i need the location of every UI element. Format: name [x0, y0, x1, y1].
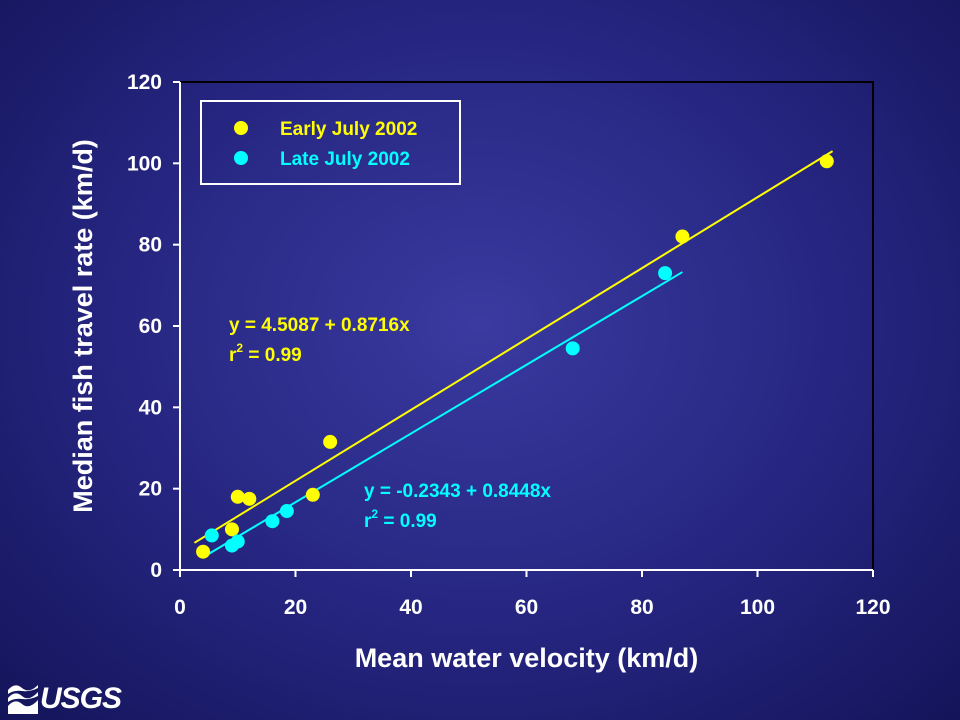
y-tick-label: 0 — [150, 559, 162, 582]
x-tick-label: 100 — [740, 596, 775, 619]
data-point-series-2 — [230, 534, 245, 549]
data-point-series-1 — [675, 229, 690, 244]
data-point-series-1 — [230, 489, 245, 504]
data-point-series-2 — [658, 266, 673, 281]
data-point-series-1 — [242, 491, 257, 506]
y-axis-title: Median fish travel rate (km/d) — [68, 139, 98, 513]
legend-label: Late July 2002 — [280, 149, 410, 170]
x-axis-title: Mean water velocity (km/d) — [355, 643, 699, 673]
legend-marker — [234, 121, 248, 135]
legend-box — [200, 100, 461, 185]
usgs-wave-icon — [8, 685, 38, 714]
y-tick-label: 100 — [127, 152, 162, 175]
data-points — [196, 154, 834, 559]
data-point-series-2 — [565, 341, 580, 356]
fit-equations: y = 4.5087 + 0.8716x r2 = 0.99 y = -0.2343… — [229, 315, 551, 532]
data-point-series-2 — [204, 528, 219, 543]
data-point-series-1 — [224, 522, 239, 537]
x-tick-label: 80 — [630, 596, 653, 619]
y-tick-label: 120 — [127, 71, 162, 94]
legend-label: Early July 2002 — [280, 119, 417, 140]
tick-labels: 0 20 40 60 80 100 120 0 20 40 60 80 100 120 — [127, 71, 891, 619]
y-tick-label: 20 — [139, 478, 162, 501]
data-point-series-2 — [265, 514, 280, 529]
x-tick-label: 60 — [515, 596, 538, 619]
data-point-series-1 — [323, 434, 338, 449]
fit-line-series-1 — [193, 150, 834, 544]
usgs-logo: USGS — [8, 682, 122, 716]
x-tick-label: 20 — [284, 596, 307, 619]
fit-equation: y = 4.5087 + 0.8716x — [229, 315, 410, 336]
y-tick-label: 40 — [139, 396, 162, 419]
data-point-series-2 — [279, 504, 294, 519]
data-point-series-1 — [305, 487, 320, 502]
data-point-series-1 — [196, 544, 211, 559]
legend: Early July 2002 Late July 2002 — [200, 100, 461, 185]
fit-r-squared: r2 = 0.99 — [364, 507, 437, 532]
x-tick-label: 40 — [399, 596, 422, 619]
usgs-logo-text: USGS — [40, 682, 122, 715]
plot-axes — [173, 81, 874, 577]
x-tick-label: 0 — [174, 596, 186, 619]
data-point-series-1 — [819, 154, 834, 169]
fit-equation: y = -0.2343 + 0.8448x — [364, 481, 551, 502]
y-tick-label: 60 — [139, 315, 162, 338]
y-tick-label: 80 — [139, 234, 162, 257]
x-tick-label: 120 — [855, 596, 890, 619]
legend-marker — [234, 151, 248, 165]
fit-r-squared: r2 = 0.99 — [229, 341, 302, 366]
